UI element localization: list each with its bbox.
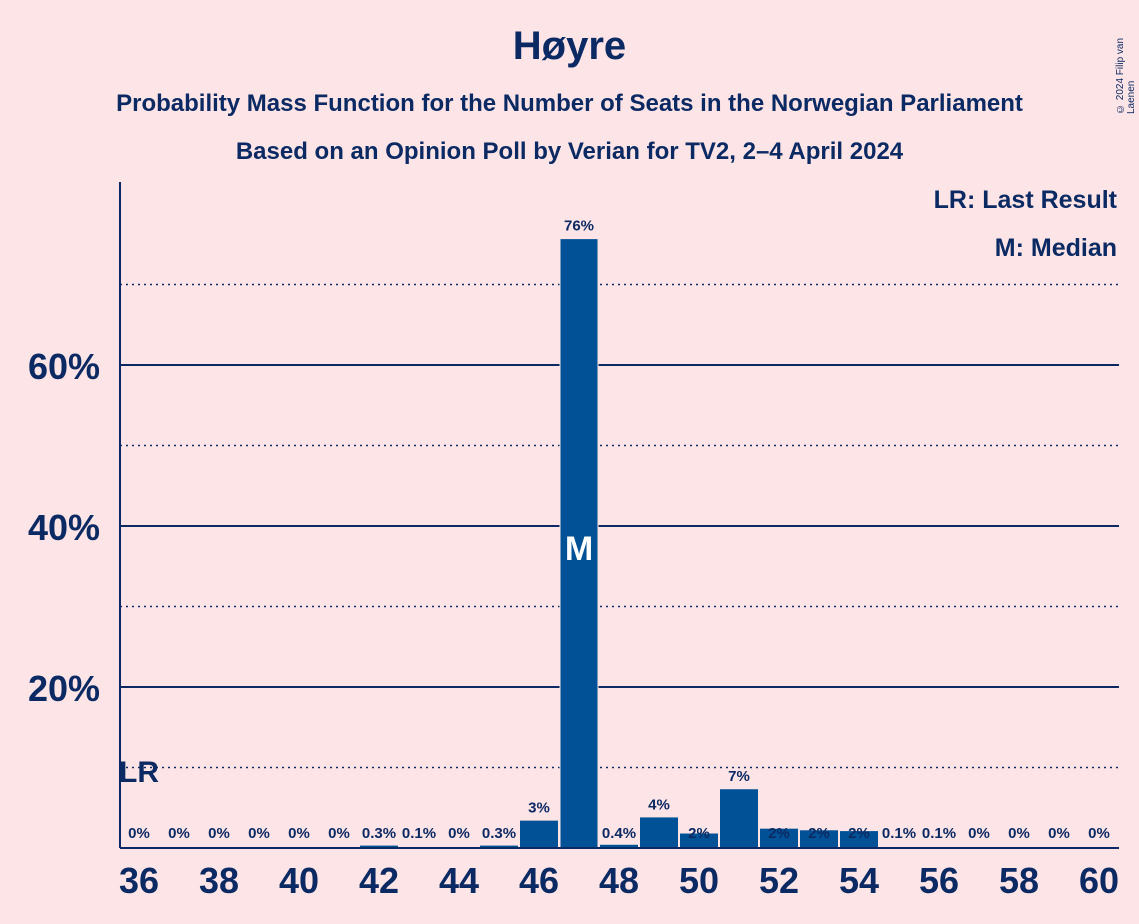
data-label: 0% (248, 825, 270, 842)
x-tick-label: 58 (999, 860, 1039, 901)
data-label: 76% (564, 218, 594, 235)
legend-median: M: Median (994, 234, 1117, 262)
data-label: 0.1% (922, 825, 956, 842)
data-label: 0% (1048, 825, 1070, 842)
data-label: 0% (328, 825, 350, 842)
data-label: 0% (968, 825, 990, 842)
x-tick-label: 36 (119, 860, 159, 901)
x-tick-label: 48 (599, 860, 639, 901)
data-label: 3% (528, 800, 550, 817)
bar-seat-48 (600, 844, 638, 848)
median-marker: M (565, 530, 593, 568)
legend-last-result: LR: Last Result (933, 186, 1117, 214)
data-label: 0% (288, 825, 310, 842)
x-tick-label: 56 (919, 860, 959, 901)
bar-seat-51 (720, 789, 758, 848)
data-label: 2% (808, 825, 830, 842)
data-label: 2% (688, 825, 710, 842)
x-tick-label: 60 (1079, 860, 1119, 901)
data-label: 0% (448, 825, 470, 842)
bar-seat-52 (760, 828, 798, 848)
bar-seat-50 (680, 833, 718, 848)
data-label: 2% (768, 825, 790, 842)
data-label: 0% (168, 825, 190, 842)
data-label: 2% (848, 825, 870, 842)
data-label: 0% (1008, 825, 1030, 842)
y-tick-label: 60% (28, 346, 100, 387)
x-tick-label: 50 (679, 860, 719, 901)
bar-seat-54 (840, 831, 878, 848)
bar-seat-49 (640, 817, 678, 848)
chart-subtitle: Probability Mass Function for the Number… (116, 90, 1023, 117)
bar-seat-42 (360, 845, 398, 848)
bar-seat-47 (559, 238, 599, 849)
data-label: 0% (1088, 825, 1110, 842)
x-tick-label: 42 (359, 860, 399, 901)
x-tick-label: 46 (519, 860, 559, 901)
last-result-marker: LR (119, 756, 159, 789)
y-tick-label: 40% (28, 507, 100, 548)
bar-seat-45 (480, 845, 518, 848)
chart-subtitle-source: Based on an Opinion Poll by Verian for T… (235, 138, 904, 165)
chart-title: Høyre (512, 24, 627, 68)
data-label: 0% (208, 825, 230, 842)
data-label: 0.1% (402, 825, 436, 842)
x-tick-label: 52 (759, 860, 799, 901)
data-label: 0.1% (882, 825, 916, 842)
data-label: 0.3% (362, 825, 396, 842)
data-label: 0.4% (602, 825, 636, 842)
bar-seat-53 (800, 830, 838, 848)
data-label: 7% (728, 768, 750, 785)
x-tick-label: 44 (439, 860, 479, 901)
x-tick-label: 54 (839, 860, 879, 901)
bar-seat-46 (520, 820, 558, 848)
x-tick-label: 40 (279, 860, 319, 901)
data-label: 4% (648, 796, 670, 813)
x-tick-label: 38 (199, 860, 239, 901)
data-label: 0% (128, 825, 150, 842)
data-label: 0.3% (482, 825, 516, 842)
y-tick-label: 20% (28, 668, 100, 709)
